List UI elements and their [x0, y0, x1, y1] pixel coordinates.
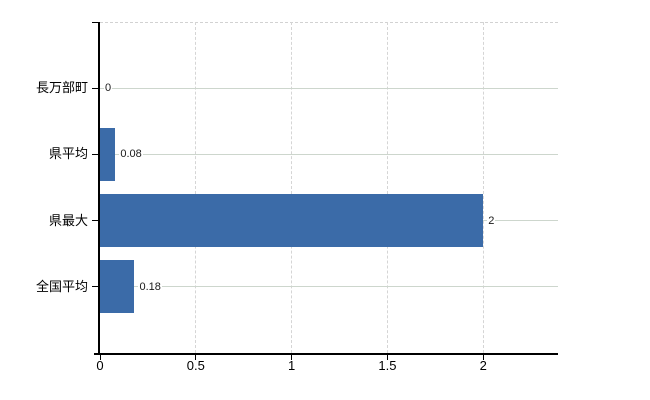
x-axis-tick [195, 355, 197, 360]
vertical-gridline [291, 22, 293, 353]
x-axis-tick [386, 355, 388, 360]
x-tick-label: 2 [479, 358, 487, 373]
horizontal-gridline [100, 87, 558, 89]
y-axis-tick [92, 87, 98, 89]
category-label: 長万部町 [35, 80, 88, 96]
vertical-gridline [195, 22, 197, 353]
x-axis [94, 353, 558, 355]
horizontal-gridline [100, 286, 558, 288]
y-axis-tick [92, 286, 98, 288]
bar [100, 260, 135, 314]
value-label: 0.08 [119, 146, 143, 163]
x-axis-tick [482, 355, 484, 360]
bar [100, 194, 484, 248]
vertical-gridline [482, 22, 484, 353]
plot-area: 0 0.08 2 0.18 [92, 22, 558, 360]
y-axis-tick [92, 220, 98, 222]
y-axis-tick [92, 153, 98, 155]
x-tick-label: 0 [96, 358, 104, 373]
x-tick-label: 1.5 [378, 358, 397, 373]
y-axis-tick [92, 22, 98, 23]
value-label: 2 [487, 212, 496, 229]
x-axis-tick [291, 355, 293, 360]
vertical-gridline [386, 22, 388, 353]
value-label: 0 [104, 80, 113, 97]
plot-top-border [100, 22, 558, 23]
bar [100, 127, 116, 181]
category-label: 県平均 [48, 146, 88, 162]
value-label: 0.18 [138, 278, 162, 295]
horizontal-gridline [100, 153, 558, 155]
x-tick-label: 0.5 [186, 358, 205, 373]
category-label: 全国平均 [35, 278, 88, 294]
x-axis-tick [99, 355, 101, 360]
x-tick-label: 1 [288, 358, 296, 373]
category-label: 県最大 [48, 212, 88, 228]
y-axis [98, 22, 100, 355]
